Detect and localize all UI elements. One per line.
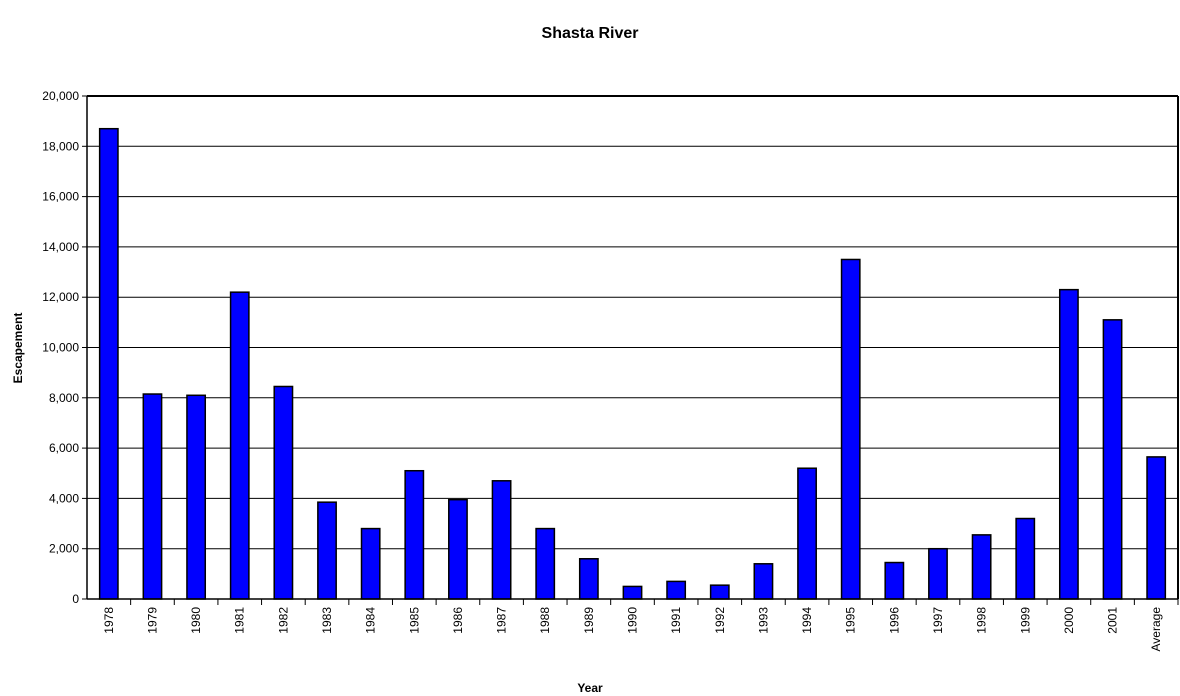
bar [666,580,687,600]
y-tick-label: 14,000 [42,240,79,254]
bar [186,394,207,600]
y-axis-label: Escapement [11,313,25,384]
x-tick-label: 1984 [364,607,378,634]
y-tick-label: 4,000 [49,491,79,505]
x-tick-label: 1987 [495,607,509,634]
x-tick-label: 1979 [145,607,159,634]
bar [971,534,992,600]
y-tick-label: 6,000 [49,441,79,455]
y-tick-label: 0 [72,592,79,606]
bar [491,480,512,600]
bar [360,527,381,600]
y-tick-label: 10,000 [42,341,79,355]
x-tick-label: 1988 [538,607,552,634]
bar [1015,517,1036,600]
x-tick-label: 1997 [931,607,945,634]
bar [142,393,163,600]
bar [622,585,643,600]
x-tick-label: 2001 [1106,607,1120,634]
bar [753,563,774,600]
x-tick-label: 1989 [582,607,596,634]
x-tick-label: 1986 [451,607,465,634]
bar [229,291,250,600]
chart-title: Shasta River [542,25,639,42]
bar [273,385,294,600]
x-tick-label: 1990 [626,607,640,634]
bar [1058,288,1079,600]
y-tick-label: 20,000 [42,89,79,103]
x-axis-label: Year [577,681,603,695]
bar [404,469,425,600]
x-tick-label: Average [1149,607,1163,652]
x-tick-label: 1981 [233,607,247,634]
y-tick-label: 8,000 [49,391,79,405]
bar [535,527,556,600]
bar [797,467,817,600]
bar [98,127,119,600]
y-tick-label: 12,000 [42,290,79,304]
x-tick-label: 1993 [756,607,770,634]
x-tick-label: 1980 [189,607,203,634]
x-tick-label: 1985 [407,607,421,634]
y-tick-label: 16,000 [42,190,79,204]
x-tick-label: 2000 [1062,607,1076,634]
x-tick-label: 1991 [669,607,683,634]
x-tick-label: 1992 [713,607,727,634]
x-tick-label: 1996 [887,607,901,634]
x-tick-label: 1995 [844,607,858,634]
y-tick-label: 18,000 [42,139,79,153]
bar [448,498,468,600]
bar [884,561,905,600]
x-tick-label: 1983 [320,607,334,634]
bar [578,558,599,600]
x-tick-label: 1999 [1018,607,1032,634]
bar [1146,456,1167,600]
bar [928,547,948,600]
y-tick-label: 2,000 [49,542,79,556]
bar [709,584,730,600]
x-tick-label: 1994 [800,607,814,634]
x-tick-label: 1982 [276,607,290,634]
bar [317,501,337,600]
x-tick-label: 1998 [975,607,989,634]
bar [840,258,861,600]
x-tick-label: 1978 [102,607,116,634]
bar [1102,319,1123,600]
